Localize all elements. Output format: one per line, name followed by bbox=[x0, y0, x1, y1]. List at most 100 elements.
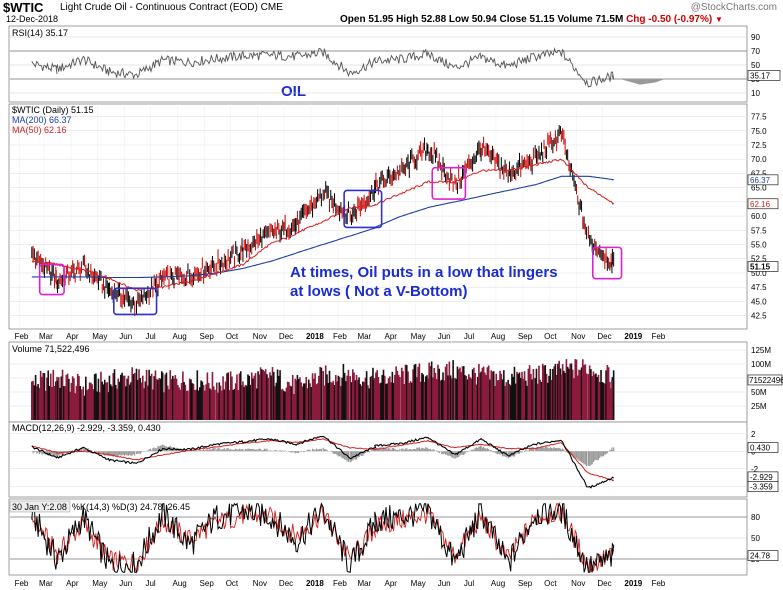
rsi-oversold-fill bbox=[620, 79, 665, 85]
x-tick-label: Jun bbox=[438, 579, 451, 588]
macd-line bbox=[31, 435, 615, 489]
x-tick-label: Dec bbox=[597, 332, 611, 341]
price-tick-label: 45.0 bbox=[751, 297, 767, 306]
price-tick-label: 50.0 bbox=[751, 269, 767, 278]
x-tick-label: Oct bbox=[226, 332, 239, 341]
price-tick-label: 75.0 bbox=[751, 127, 767, 136]
x-tick-label: 2019 bbox=[624, 579, 642, 588]
macd-signal-value: -3.359 bbox=[750, 483, 773, 492]
x-tick-label: Jun bbox=[119, 579, 132, 588]
change-value: Chg -0.50 (-0.97%) bbox=[626, 14, 713, 25]
x-tick-label: Apr bbox=[66, 332, 79, 341]
stochastic-tick-label: 50 bbox=[751, 534, 760, 543]
volume-tick-label: 50M bbox=[751, 388, 767, 397]
chart-header: $WTIC Light Crude Oil - Continuous Contr… bbox=[0, 0, 783, 26]
rsi-title: RSI(14) 35.17 bbox=[12, 28, 68, 38]
annotation-line-1: At times, Oil puts in a low that lingers bbox=[290, 264, 558, 281]
ticker-symbol: $WTIC bbox=[3, 0, 44, 15]
ohlc-readout: Open 51.95 High 52.88 Low 50.94 Close 51… bbox=[340, 14, 723, 25]
volume-tick-label: 125M bbox=[751, 346, 771, 355]
x-tick-label: Aug bbox=[173, 332, 187, 341]
x-tick-label: Jul bbox=[145, 332, 155, 341]
macd-signal-tag bbox=[747, 481, 779, 492]
stochastic-plot: 80502024.78 bbox=[10, 502, 779, 574]
highlight-box bbox=[38, 263, 65, 296]
oil-annotation: OIL bbox=[281, 83, 306, 100]
rsi-tick-label: 90 bbox=[751, 33, 760, 42]
x-tick-label: Nov bbox=[571, 579, 585, 588]
x-tick-label: 2019 bbox=[624, 332, 642, 341]
x-tick-label: Sep bbox=[518, 579, 533, 588]
exchange-label: CME bbox=[260, 2, 283, 13]
x-tick-label: May bbox=[92, 332, 107, 341]
x-tick-label: Aug bbox=[173, 579, 187, 588]
macd-frame bbox=[8, 421, 748, 498]
price-tick-label: 52.5 bbox=[751, 255, 767, 264]
x-tick-label: 2018 bbox=[306, 332, 324, 341]
chart-date: 12-Dec-2018 bbox=[6, 14, 59, 24]
x-tick-label: Sep bbox=[518, 332, 533, 341]
volume-last-value: 71522496 bbox=[749, 376, 783, 385]
price-tick-label: 42.5 bbox=[751, 312, 767, 321]
stochastic-panel: 80502024.78 30 Jan Y:2.08 %K(14,3) %D(3)… bbox=[8, 498, 779, 576]
volume-tick-label: 25M bbox=[751, 402, 767, 411]
close-last-value: 51.15 bbox=[750, 262, 771, 271]
rsi-panel: RSI(14) 35.17 OIL 907050301035.17 bbox=[8, 25, 781, 103]
x-tick-label: Jul bbox=[464, 332, 474, 341]
price-tick-label: 65.0 bbox=[751, 184, 767, 193]
rsi-frame bbox=[8, 25, 748, 103]
rsi-last-value: 35.17 bbox=[750, 71, 771, 80]
macd-title: MACD(12,26,9) -2.929, -3.359, 0.430 bbox=[12, 423, 161, 433]
stochastic-last-value: 24.78 bbox=[750, 552, 771, 561]
price-tick-label: 57.5 bbox=[751, 226, 767, 235]
rsi-name: RSI(14) 35.17 bbox=[12, 28, 68, 38]
x-tick-label: Aug bbox=[491, 332, 505, 341]
price-title: $WTIC (Daily) 51.15 bbox=[12, 105, 94, 115]
stochastic-frame bbox=[8, 498, 748, 576]
rsi-line bbox=[31, 47, 615, 88]
x-tick-label: Dec bbox=[279, 579, 293, 588]
x-tick-label: Apr bbox=[66, 579, 79, 588]
volume-plot: 25M50M75M100M125M71522496 bbox=[10, 346, 783, 420]
x-tick-label: Oct bbox=[544, 332, 557, 341]
x-tick-label: Nov bbox=[253, 579, 267, 588]
x-tick-label: Mar bbox=[39, 332, 53, 341]
volume-title: Volume 71,522,496 bbox=[12, 344, 90, 354]
rsi-last-tag bbox=[747, 70, 781, 81]
price-tick-label: 77.5 bbox=[751, 113, 767, 122]
highlight-box bbox=[113, 287, 158, 316]
macd-panel: 20-2-40.430-2.929-3.359 MACD(12,26,9) -2… bbox=[8, 421, 779, 498]
x-tick-label: Dec bbox=[279, 332, 293, 341]
price-tick-label: 60.0 bbox=[751, 212, 767, 221]
rsi-tick-label: 70 bbox=[751, 47, 760, 56]
x-tick-label: Dec bbox=[597, 579, 611, 588]
x-tick-label: Jul bbox=[145, 579, 155, 588]
macd-signal-line bbox=[31, 438, 614, 482]
tooltip-box bbox=[9, 500, 71, 513]
rsi-plot: 907050301035.17 bbox=[10, 33, 781, 98]
price-panel: 42.545.047.550.052.555.057.560.062.565.0… bbox=[8, 103, 779, 330]
x-tick-label: May bbox=[411, 332, 426, 341]
down-arrow-icon: ▼ bbox=[714, 15, 723, 24]
ma200-last-value: 66.37 bbox=[750, 176, 771, 185]
stochastic-tick-label: 80 bbox=[751, 513, 760, 522]
x-tick-label: Nov bbox=[571, 332, 585, 341]
ohlc-values: Open 51.95 High 52.88 Low 50.94 Close 51… bbox=[340, 14, 624, 25]
price-tick-label: 47.5 bbox=[751, 283, 767, 292]
ma50-legend: MA(50) 62.16 bbox=[12, 125, 67, 135]
price-tick-label: 67.5 bbox=[751, 169, 767, 178]
highlight-box bbox=[343, 189, 383, 229]
ma50-line bbox=[31, 158, 614, 292]
x-axis-bottom: Feb Mar Apr May Jun Jul Aug Sep Oct Nov Dec 2018 Feb… bbox=[15, 579, 666, 588]
macd-tick-label: 2 bbox=[751, 430, 756, 439]
x-axis-top: Feb Mar Apr May Jun Jul Aug Sep Oct Nov Dec 2018 Feb… bbox=[15, 332, 666, 341]
x-tick-label: Mar bbox=[357, 579, 371, 588]
x-tick-label: Feb bbox=[15, 332, 29, 341]
description-text: Light Crude Oil - Continuous Contract (E… bbox=[60, 2, 258, 13]
rsi-tick-label: 10 bbox=[751, 89, 760, 98]
x-tick-label: Jul bbox=[464, 579, 474, 588]
stochastic-title: %K(14,3) %D(3) 24.78, 26.45 bbox=[72, 502, 190, 512]
macd-tick-label: -2 bbox=[751, 465, 759, 474]
x-tick-label: Jun bbox=[119, 332, 132, 341]
